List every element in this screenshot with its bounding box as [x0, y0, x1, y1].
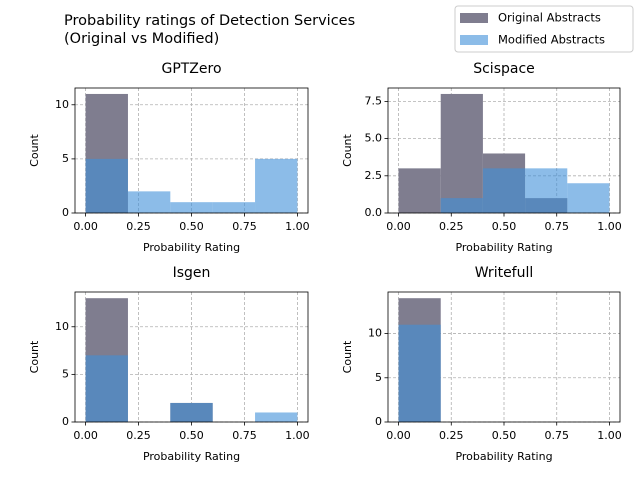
histogram-bar [440, 93, 483, 213]
x-tick-label: 0.75 [232, 429, 257, 442]
histogram-bar [398, 168, 441, 213]
x-tick-label: 0.75 [544, 429, 569, 442]
histogram-bar [85, 355, 128, 422]
x-tick-label: 1.00 [285, 429, 310, 442]
y-tick-label: 0 [62, 206, 69, 219]
histogram-bar [525, 168, 568, 213]
legend-swatch [460, 13, 488, 23]
y-axis-label: Count [28, 340, 41, 373]
y-tick-label: 0 [62, 415, 69, 428]
axes-title: GPTZero [161, 61, 221, 77]
x-tick-label: 1.00 [285, 220, 310, 233]
x-tick-label: 0.25 [126, 429, 151, 442]
x-tick-label: 0.75 [232, 220, 257, 233]
y-tick-label: 5.0 [365, 132, 383, 145]
x-tick-label: 1.00 [597, 220, 622, 233]
legend-label: Original Abstracts [498, 11, 601, 25]
y-axis-label: Count [28, 133, 41, 166]
y-tick-label: 10 [368, 327, 382, 340]
x-axis-label: Probability Rating [143, 450, 240, 463]
x-axis-label: Probability Rating [455, 241, 552, 254]
legend-label: Modified Abstracts [498, 33, 605, 47]
y-tick-label: 10 [55, 320, 69, 333]
y-tick-label: 7.5 [365, 94, 383, 107]
x-tick-label: 0.00 [73, 220, 98, 233]
y-tick-label: 0 [375, 415, 382, 428]
y-tick-label: 5 [62, 367, 69, 380]
axes-title: Isgen [173, 265, 211, 281]
histogram-bar [482, 168, 526, 213]
histogram-bar [212, 202, 256, 213]
x-tick-label: 0.50 [492, 429, 517, 442]
x-tick-label: 0.00 [73, 429, 98, 442]
figure-title: (Original vs Modified) [64, 31, 219, 47]
x-tick-label: 0.75 [544, 220, 569, 233]
y-tick-label: 0.0 [365, 206, 383, 219]
x-tick-label: 1.00 [597, 429, 622, 442]
axes-title: Scispace [473, 61, 535, 77]
histogram-bar [440, 198, 483, 213]
y-tick-label: 10 [55, 98, 69, 111]
histogram-bar [255, 412, 298, 422]
figure-title: Probability ratings of Detection Service… [64, 13, 355, 29]
histogram-bar [398, 324, 441, 422]
x-tick-label: 0.00 [386, 220, 411, 233]
x-tick-label: 0.25 [126, 220, 151, 233]
x-axis-label: Probability Rating [143, 241, 240, 254]
histogram-bar [170, 402, 213, 422]
y-tick-label: 2.5 [365, 169, 383, 182]
x-axis-label: Probability Rating [455, 450, 552, 463]
histogram-bar [567, 183, 610, 213]
histogram-bar [255, 158, 298, 213]
x-tick-label: 0.50 [492, 220, 517, 233]
legend-swatch [460, 35, 488, 45]
histogram-bar [127, 191, 171, 213]
legend-box [454, 5, 634, 53]
histogram-bar [85, 158, 128, 213]
axes-title: Writefull [475, 265, 534, 281]
y-tick-label: 5 [375, 371, 382, 384]
x-tick-label: 0.00 [386, 429, 411, 442]
x-tick-label: 0.25 [439, 220, 464, 233]
x-tick-label: 0.50 [179, 429, 204, 442]
y-axis-label: Count [341, 340, 354, 373]
x-tick-label: 0.25 [439, 429, 464, 442]
x-tick-label: 0.50 [179, 220, 204, 233]
histogram-bar [170, 202, 213, 213]
y-axis-label: Count [341, 133, 354, 166]
y-tick-label: 5 [62, 152, 69, 165]
